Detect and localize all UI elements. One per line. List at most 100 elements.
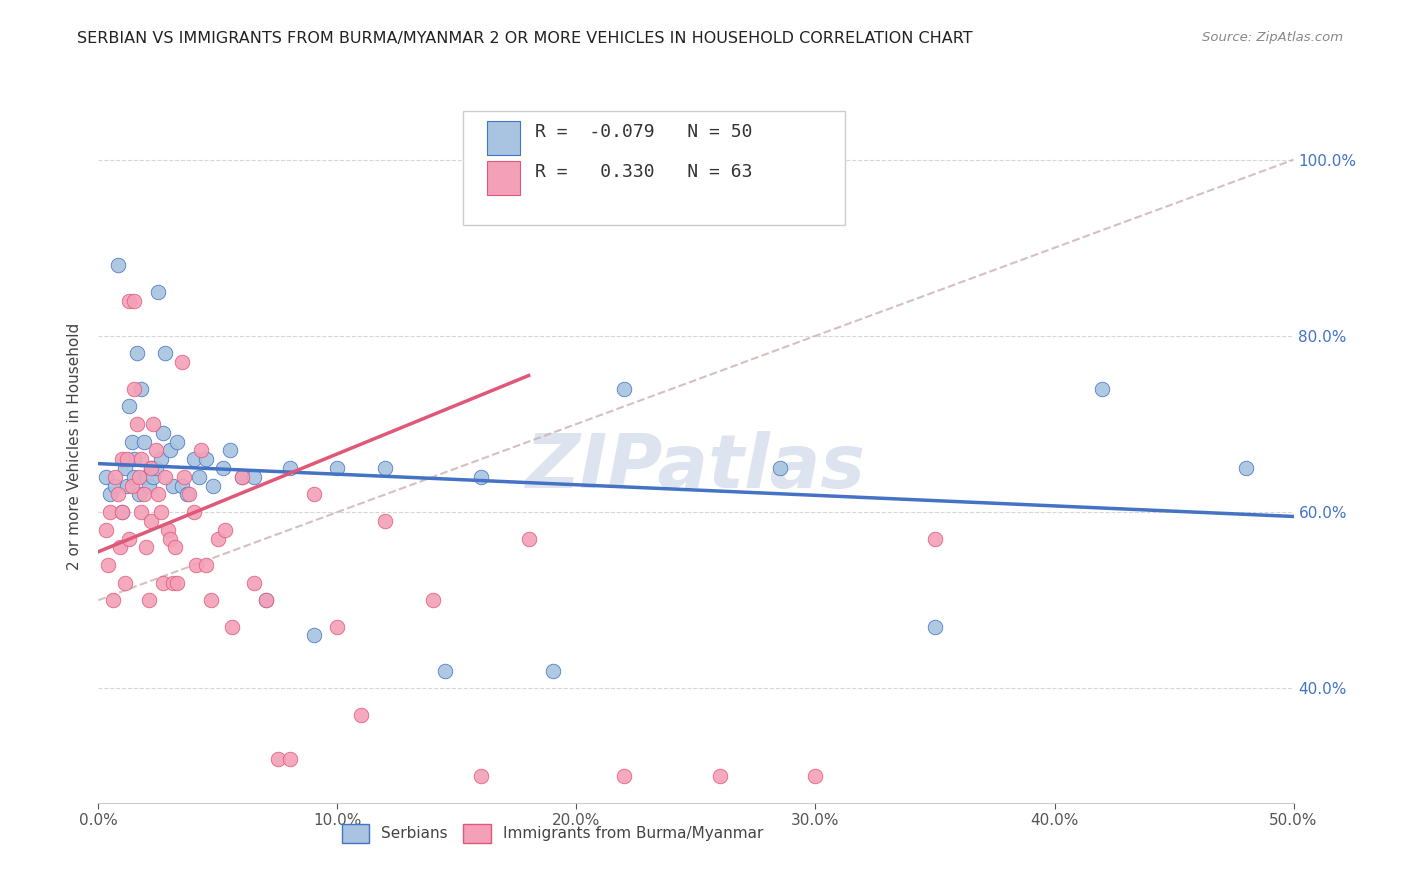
Point xyxy=(148,285,170,299)
Point xyxy=(231,470,253,484)
Point xyxy=(278,461,301,475)
FancyBboxPatch shape xyxy=(486,120,520,155)
Point xyxy=(211,461,233,475)
Point xyxy=(231,470,253,484)
Text: R =   0.330   N = 63: R = 0.330 N = 63 xyxy=(534,163,752,181)
Point xyxy=(159,443,181,458)
Point xyxy=(207,532,229,546)
Point xyxy=(138,593,160,607)
Point xyxy=(121,478,143,492)
Point xyxy=(326,461,349,475)
Point xyxy=(111,505,134,519)
Point xyxy=(114,575,136,590)
Point xyxy=(149,505,172,519)
Point xyxy=(422,593,444,607)
Point xyxy=(125,346,148,360)
Point xyxy=(121,434,143,449)
Point xyxy=(145,443,167,458)
Point xyxy=(517,532,540,546)
Point xyxy=(159,532,181,546)
Point xyxy=(804,769,827,783)
Point xyxy=(374,461,396,475)
Point xyxy=(118,400,141,414)
Point xyxy=(104,478,127,492)
Point xyxy=(124,382,146,396)
Point xyxy=(470,470,492,484)
Point xyxy=(124,293,146,308)
Point xyxy=(541,664,564,678)
Point xyxy=(1234,461,1257,475)
Text: Source: ZipAtlas.com: Source: ZipAtlas.com xyxy=(1202,31,1343,45)
Point xyxy=(107,487,129,501)
Point xyxy=(190,443,212,458)
Point xyxy=(254,593,277,607)
Text: R =  -0.079   N = 50: R = -0.079 N = 50 xyxy=(534,123,752,141)
Point xyxy=(186,558,208,572)
Point xyxy=(166,575,188,590)
Point xyxy=(156,523,179,537)
Point xyxy=(131,382,153,396)
Point xyxy=(118,532,141,546)
Point xyxy=(162,478,184,492)
Point xyxy=(149,452,172,467)
Point xyxy=(138,478,160,492)
Point xyxy=(214,523,236,537)
FancyBboxPatch shape xyxy=(463,111,845,225)
Point xyxy=(145,461,167,475)
Point xyxy=(302,628,325,642)
Point xyxy=(243,470,266,484)
Point xyxy=(118,293,141,308)
Point xyxy=(221,619,243,633)
Point xyxy=(128,470,150,484)
Point xyxy=(267,752,290,766)
Text: ZIPatlas: ZIPatlas xyxy=(526,431,866,504)
Point xyxy=(924,532,946,546)
Point xyxy=(98,505,122,519)
Point xyxy=(172,478,194,492)
Point xyxy=(139,514,162,528)
Point xyxy=(163,541,186,555)
Point xyxy=(111,452,134,467)
Point xyxy=(195,452,218,467)
Point xyxy=(152,575,174,590)
Point xyxy=(111,505,134,519)
Point xyxy=(115,452,138,467)
Point xyxy=(166,434,188,449)
Point xyxy=(139,461,162,475)
Point xyxy=(155,470,177,484)
Point xyxy=(131,452,153,467)
Point xyxy=(187,470,209,484)
Point xyxy=(709,769,731,783)
Y-axis label: 2 or more Vehicles in Household: 2 or more Vehicles in Household xyxy=(67,322,83,570)
Point xyxy=(128,487,150,501)
Point xyxy=(142,470,165,484)
Point xyxy=(172,355,194,369)
Point xyxy=(1091,382,1114,396)
Point xyxy=(434,664,457,678)
Point xyxy=(195,558,218,572)
Point xyxy=(179,487,201,501)
Point xyxy=(135,470,157,484)
Point xyxy=(470,769,492,783)
Point xyxy=(124,470,146,484)
Point xyxy=(162,575,184,590)
Point xyxy=(101,593,124,607)
Point xyxy=(243,575,266,590)
Point xyxy=(94,523,117,537)
Point xyxy=(97,558,120,572)
Point xyxy=(254,593,277,607)
Point xyxy=(374,514,396,528)
Point xyxy=(219,443,242,458)
Point xyxy=(202,478,225,492)
Point xyxy=(124,452,146,467)
Point xyxy=(132,434,155,449)
FancyBboxPatch shape xyxy=(486,161,520,194)
Point xyxy=(183,505,205,519)
Point xyxy=(114,461,136,475)
Point xyxy=(132,487,155,501)
Point xyxy=(108,541,131,555)
Point xyxy=(183,452,205,467)
Point xyxy=(200,593,222,607)
Point xyxy=(173,470,195,484)
Point xyxy=(768,461,790,475)
